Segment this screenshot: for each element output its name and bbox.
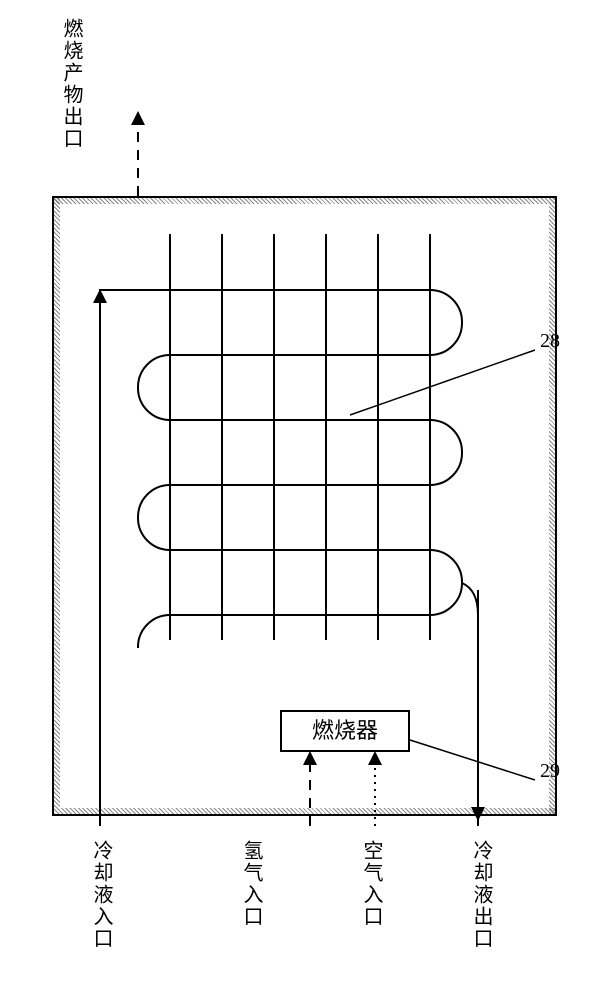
callout-28-number: 28 bbox=[540, 330, 560, 353]
label-air-inlet: 空气入口 bbox=[360, 840, 382, 928]
burner-box: 燃烧器 bbox=[280, 710, 410, 752]
label-coolant-outlet: 冷却液出口 bbox=[470, 840, 492, 950]
label-coolant-inlet: 冷却液入口 bbox=[90, 840, 112, 950]
burner-label: 燃烧器 bbox=[312, 718, 378, 743]
label-hydrogen-inlet: 氢气入口 bbox=[240, 840, 262, 928]
callout-29-number: 29 bbox=[540, 760, 560, 783]
label-combustion-outlet: 燃烧产物出口 bbox=[60, 18, 82, 150]
